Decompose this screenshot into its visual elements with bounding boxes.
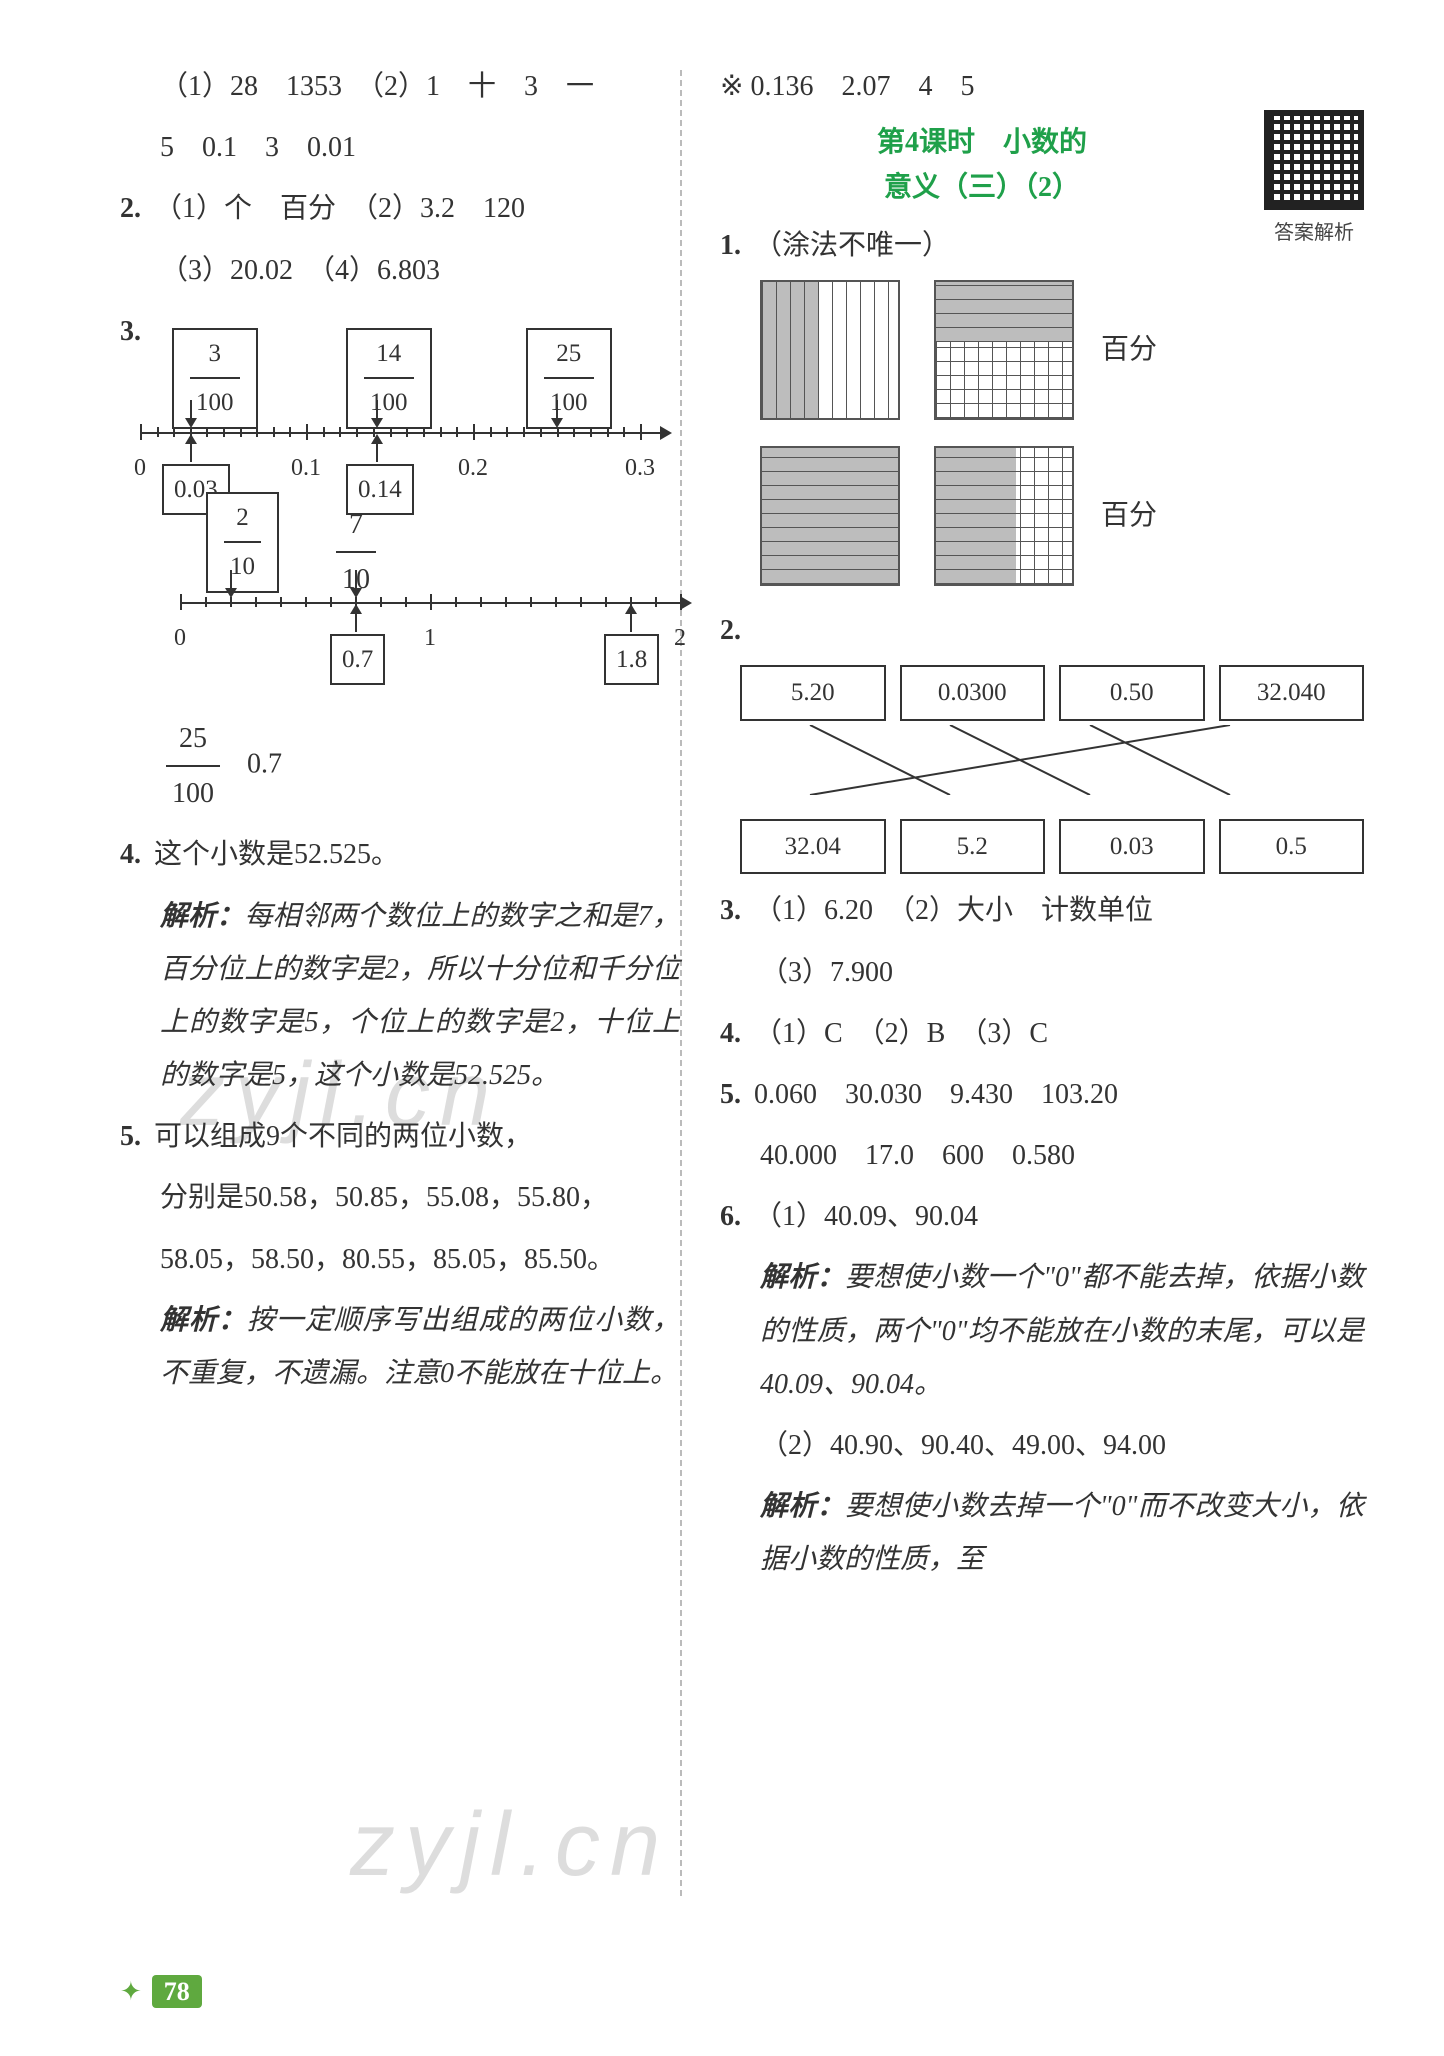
match-box: 0.03 — [1059, 819, 1205, 875]
text: 可以组成9个不同的两位小数， — [154, 1121, 532, 1152]
line: 分别是50.58，50.85，55.08，55.80， — [120, 1171, 680, 1224]
q-num: 4. — [120, 839, 141, 870]
grid-row-2: 百分 — [720, 446, 1364, 586]
q3: 3. （1）6.20 （2）大小 计数单位 — [720, 884, 1364, 937]
q-num: 1. — [720, 230, 741, 261]
q-num: 2. — [720, 615, 741, 646]
number-line-1: 3100 14100 25100 00.10.20.3 0.03 0.14 — [120, 378, 680, 528]
match-box: 5.2 — [900, 819, 1046, 875]
qr-label: 答案解析 — [1254, 214, 1374, 252]
extra-frac: 25100 0.7 — [120, 712, 680, 820]
text: （1）6.20 （2）大小 计数单位 — [754, 895, 1153, 926]
page-number: ✦78 — [120, 1967, 202, 2016]
q-num: 2. — [120, 193, 141, 224]
match-box: 32.04 — [740, 819, 886, 875]
grid-row-1: 百分 — [720, 280, 1364, 420]
line: 5 0.1 3 0.01 — [120, 121, 680, 174]
q4-explanation: 解析：每相邻两个数位上的数字之和是7，百分位上的数字是2，所以十分位和千分位上的… — [120, 890, 680, 1103]
grid-100 — [934, 446, 1074, 586]
q-num: 3. — [120, 316, 141, 347]
match-box: 32.040 — [1219, 665, 1365, 721]
match-top: 5.20 0.0300 0.50 32.040 — [740, 665, 1364, 721]
match-box: 0.50 — [1059, 665, 1205, 721]
text: （1）40.09、90.04 — [754, 1201, 978, 1232]
q-num: 4. — [720, 1018, 741, 1049]
match-box: 0.5 — [1219, 819, 1365, 875]
q2: 2. （1）个 百分 （2）3.2 120 — [120, 182, 680, 235]
q5: 5. 可以组成9个不同的两位小数， — [120, 1110, 680, 1163]
match-bottom: 32.04 5.2 0.03 0.5 — [740, 819, 1364, 875]
q5-explanation: 解析：按一定顺序写出组成的两位小数，不重复，不遗漏。注意0不能放在十位上。 — [120, 1294, 680, 1400]
text: 0.060 30.030 9.430 103.20 — [754, 1079, 1118, 1110]
number-line-2: 210 710 012 0.7 1.8 — [120, 548, 680, 698]
star-icon: ✦ — [120, 1977, 142, 2006]
left-column: （1）28 1353 （2）1 十 3 一 5 0.1 3 0.01 2. （1… — [120, 60, 680, 1595]
star-line: ※ 0.136 2.07 4 5 — [720, 60, 1364, 113]
match-lines — [740, 725, 1300, 795]
lesson-title: 第4课时 小数的 意义（三）（2） — [720, 121, 1244, 211]
text: 这个小数是52.525。 — [154, 839, 399, 870]
grid-100 — [934, 280, 1074, 420]
match-box: 5.20 — [740, 665, 886, 721]
watermark: zyjl.cn — [350, 1760, 670, 1931]
q6: 6. （1）40.09、90.04 — [720, 1190, 1364, 1243]
line: （2）40.90、90.40、49.00、94.00 — [720, 1419, 1364, 1472]
q4: 4. 这个小数是52.525。 — [120, 828, 680, 881]
line: （3）7.900 — [720, 946, 1364, 999]
q-num: 6. — [720, 1201, 741, 1232]
q-num: 3. — [720, 895, 741, 926]
q6-explanation-1: 解析：要想使小数一个"0"都不能去掉，依据小数的性质，两个"0"均不能放在小数的… — [720, 1251, 1364, 1411]
line: 40.000 17.0 600 0.580 — [720, 1129, 1364, 1182]
q6-explanation-2: 解析：要想使小数去掉一个"0"而不改变大小，依据小数的性质，至 — [720, 1480, 1364, 1586]
grid-10 — [760, 280, 900, 420]
q-num: 5. — [720, 1079, 741, 1110]
text: （1）C （2）B （3）C — [754, 1018, 1048, 1049]
text: （1）个 百分 （2）3.2 120 — [154, 193, 525, 224]
qr-code: 答案解析 — [1254, 110, 1374, 252]
line: （1）28 1353 （2）1 十 3 一 — [120, 60, 680, 113]
grid-label: 百分 — [1101, 323, 1157, 376]
q4: 4. （1）C （2）B （3）C — [720, 1007, 1364, 1060]
text: （涂法不唯一） — [754, 230, 950, 261]
grid-100 — [760, 446, 900, 586]
right-column: ※ 0.136 2.07 4 5 答案解析 第4课时 小数的 意义（三）（2） … — [720, 60, 1364, 1595]
match-box: 0.0300 — [900, 665, 1046, 721]
line: （3）20.02 （4）6.803 — [120, 244, 680, 297]
q2: 2. — [720, 604, 1364, 657]
grid-label: 百分 — [1101, 489, 1157, 542]
q5: 5. 0.060 30.030 9.430 103.20 — [720, 1068, 1364, 1121]
qr-icon — [1264, 110, 1364, 210]
q-num: 5. — [120, 1121, 141, 1152]
line: 58.05，58.50，80.55，85.05，85.50。 — [120, 1233, 680, 1286]
